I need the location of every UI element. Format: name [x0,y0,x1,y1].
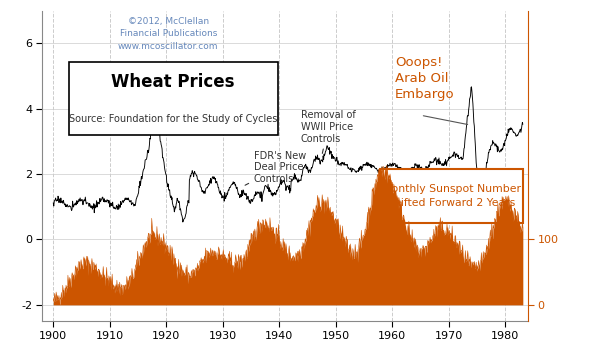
FancyBboxPatch shape [380,169,523,223]
Text: Monthly Sunspot Number
Shifted Forward 2 Years: Monthly Sunspot Number Shifted Forward 2… [382,184,521,208]
Text: FDR's New
Deal Price
Controls: FDR's New Deal Price Controls [245,150,306,185]
Text: Source: Foundation for the Study of Cycles: Source: Foundation for the Study of Cycl… [69,114,277,124]
Text: ©2012, McClellan
Financial Publications
www.mcoscillator.com: ©2012, McClellan Financial Publications … [118,17,218,51]
Text: Ooops!
Arab Oil
Embargo: Ooops! Arab Oil Embargo [395,56,455,101]
Text: Wheat Prices: Wheat Prices [112,73,235,91]
Text: Removal of
WWII Price
Controls: Removal of WWII Price Controls [301,110,356,154]
FancyBboxPatch shape [69,62,278,135]
